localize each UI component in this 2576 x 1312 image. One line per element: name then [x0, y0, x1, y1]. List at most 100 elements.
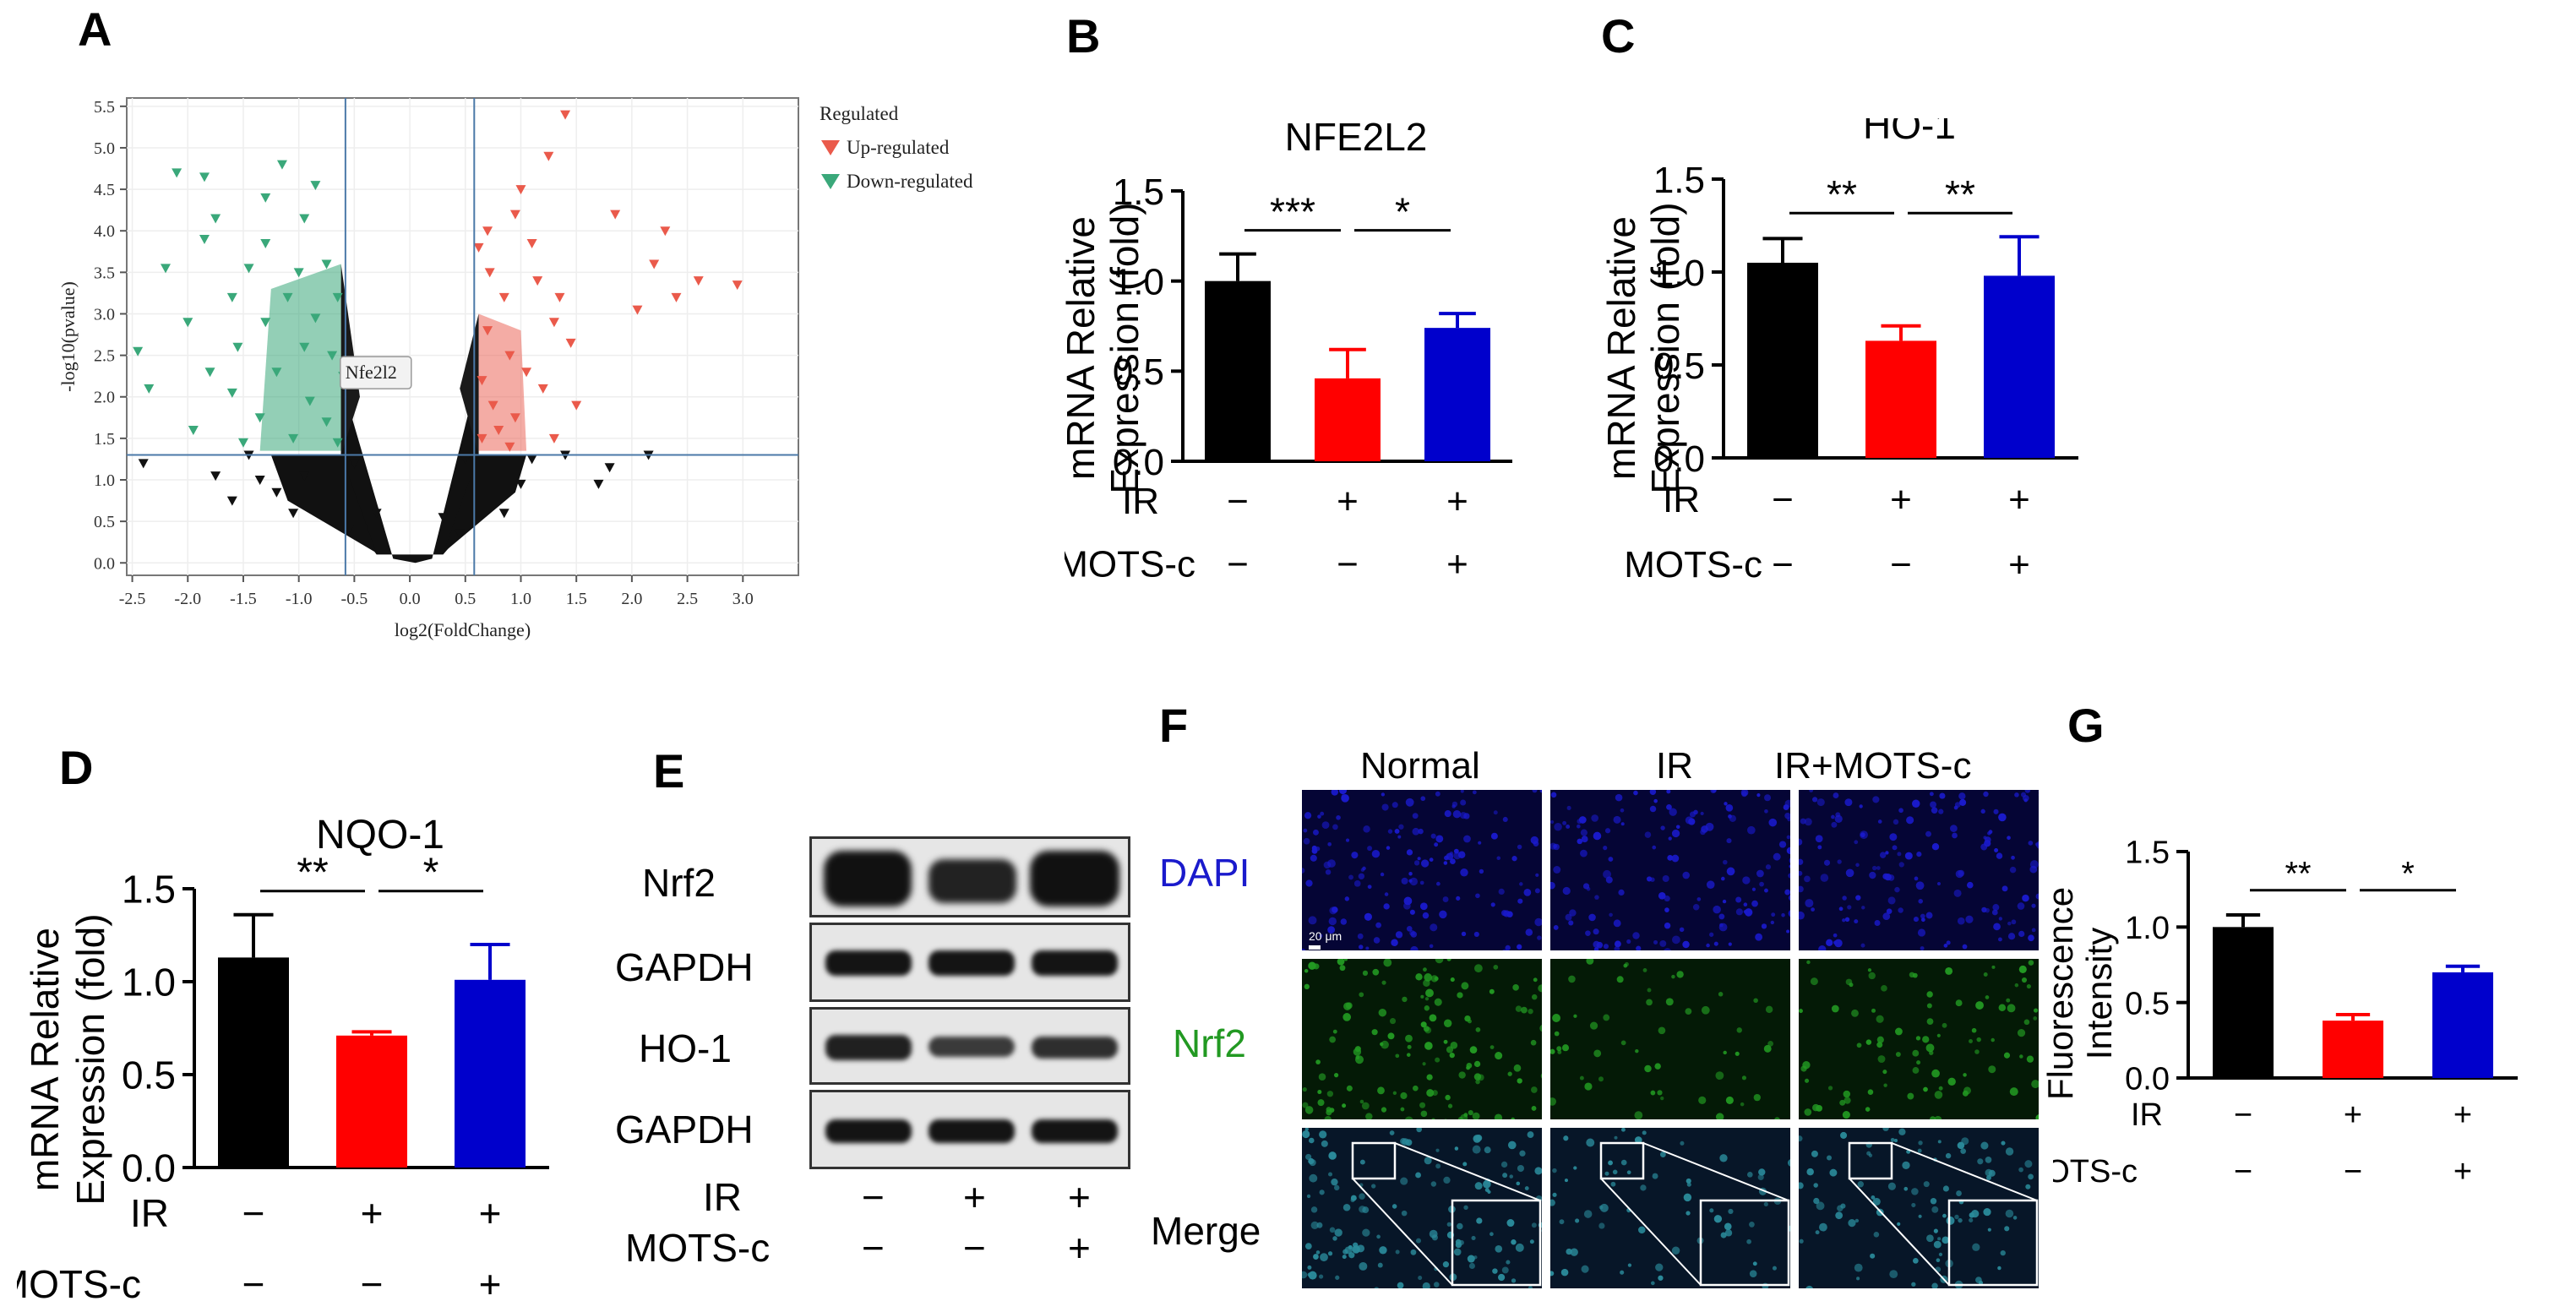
cell-nucleus — [1379, 1246, 1387, 1255]
cell-nucleus — [1978, 1280, 1984, 1285]
cell-nucleus — [1327, 1172, 1333, 1177]
cell-nucleus — [1503, 910, 1511, 917]
cell-nucleus — [1380, 872, 1385, 877]
cell-nucleus — [1898, 862, 1904, 868]
cell-nucleus — [1650, 1090, 1656, 1096]
y-tick-label: 0.5 — [122, 1053, 176, 1097]
cell-nucleus — [1980, 1141, 1989, 1150]
cell-nucleus — [1365, 1113, 1373, 1119]
zoom-box — [1351, 1141, 1397, 1180]
cell-nucleus — [1671, 829, 1680, 838]
cell-nucleus — [1947, 1077, 1956, 1086]
cell-nucleus — [1578, 816, 1587, 824]
cell-nucleus — [2005, 1209, 2014, 1218]
cell-nucleus — [1581, 1265, 1589, 1273]
zoom-box — [1848, 1141, 1893, 1180]
cell-nucleus — [1367, 885, 1372, 890]
cell-nucleus — [1893, 1139, 1898, 1143]
cell-nucleus — [1911, 1282, 1916, 1287]
blot-band — [1032, 1119, 1118, 1143]
cell-nucleus — [1991, 1037, 1995, 1043]
x-tick-label: 1.5 — [566, 590, 587, 608]
cell-nucleus — [1799, 1239, 1804, 1244]
cell-nucleus — [1767, 1041, 1773, 1047]
cell-nucleus — [1495, 1244, 1503, 1253]
cell-nucleus — [1913, 1257, 1919, 1264]
cell-nucleus — [1987, 831, 1991, 836]
cell-nucleus — [2007, 1004, 2016, 1013]
cell-nucleus — [2028, 841, 2034, 846]
significance-label: * — [423, 850, 439, 896]
cell-nucleus — [1655, 1263, 1664, 1271]
cell-nucleus — [1348, 874, 1353, 880]
data-point — [482, 226, 493, 237]
lane-sign: − — [862, 1175, 885, 1219]
cell-nucleus — [1593, 1049, 1602, 1058]
mots-row-label: MOTS-c — [17, 1262, 141, 1306]
row-label-nrf2: Nrf2 — [1173, 1021, 1246, 1065]
condition-sign: − — [2344, 1154, 2362, 1190]
cell-nucleus — [1308, 1157, 1315, 1165]
cell-nucleus — [1660, 825, 1665, 830]
cell-nucleus — [1355, 1055, 1360, 1060]
cell-nucleus — [1917, 928, 1926, 937]
cell-nucleus — [1357, 933, 1364, 939]
cell-nucleus — [1435, 835, 1444, 843]
triangle-down-icon — [821, 174, 840, 189]
cell-nucleus — [1671, 974, 1675, 979]
data-point — [282, 292, 293, 302]
cell-nucleus — [1726, 867, 1735, 876]
data-point — [321, 417, 332, 427]
cell-nucleus — [1675, 825, 1680, 830]
data-point — [226, 496, 237, 506]
cell-nucleus — [1304, 1243, 1312, 1249]
cell-nucleus — [1854, 840, 1859, 845]
cell-nucleus — [1659, 1151, 1666, 1157]
cell-nucleus — [1586, 1138, 1595, 1147]
blot-band — [929, 859, 1016, 903]
y-tick-label: 1.5 — [2125, 836, 2170, 871]
cell-nucleus — [1338, 790, 1348, 795]
cell-nucleus — [1306, 1194, 1311, 1199]
cell-nucleus — [1433, 1282, 1440, 1288]
cell-nucleus — [1698, 1096, 1707, 1104]
condition-sign: − — [1890, 544, 1912, 585]
significance-label: ** — [297, 850, 329, 896]
cell-nucleus — [1419, 880, 1424, 885]
cell-nucleus — [1971, 1027, 1977, 1033]
cell-nucleus — [1903, 1186, 1909, 1191]
cell-nucleus — [1759, 881, 1764, 887]
cell-nucleus — [1446, 1046, 1454, 1053]
cell-nucleus — [1498, 1273, 1506, 1282]
cell-nucleus — [1450, 977, 1455, 983]
cell-nucleus — [1969, 1217, 1974, 1222]
cell-nucleus — [1633, 790, 1638, 796]
cell-nucleus — [1998, 917, 2002, 921]
cell-nucleus — [1377, 1262, 1383, 1268]
cell-nucleus — [1310, 854, 1317, 862]
cell-nucleus — [1334, 1228, 1342, 1237]
cell-nucleus — [1805, 1285, 1813, 1288]
cell-nucleus — [1871, 865, 1877, 871]
volcano-legend: Regulated Up-regulated Down-regulated — [820, 103, 972, 193]
x-tick-label: -0.5 — [341, 590, 368, 608]
cell-nucleus — [2039, 942, 2041, 948]
cell-nucleus — [1588, 913, 1596, 922]
cell-nucleus — [1763, 1044, 1772, 1053]
cell-nucleus — [1531, 994, 1538, 1000]
cell-nucleus — [1321, 1140, 1328, 1147]
micrograph-nrf2-normal — [1299, 956, 1544, 1122]
cell-nucleus — [1959, 798, 1967, 806]
cell-nucleus — [1348, 1252, 1355, 1259]
data-point — [199, 235, 210, 245]
cell-nucleus — [1915, 1036, 1921, 1041]
cell-nucleus — [1474, 964, 1483, 973]
data-point — [188, 426, 199, 436]
cell-nucleus — [1517, 1078, 1522, 1084]
cell-nucleus — [1332, 824, 1338, 830]
cell-nucleus — [1443, 1176, 1451, 1184]
bar — [336, 1035, 407, 1168]
bar — [2323, 1021, 2383, 1078]
data-point — [610, 210, 621, 220]
data-point — [498, 509, 509, 519]
